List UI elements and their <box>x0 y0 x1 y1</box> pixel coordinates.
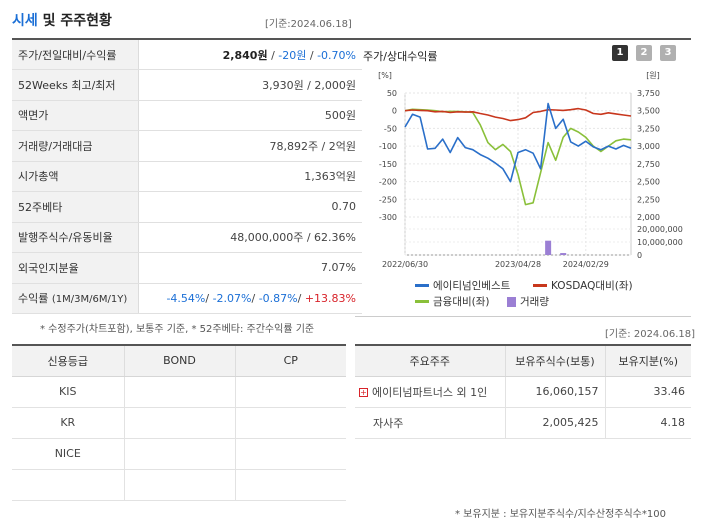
x-tick-label: 2022/06/30 <box>382 260 428 269</box>
table-row: KR <box>12 407 346 439</box>
volume-tick-label: 20,000,000 <box>637 225 683 234</box>
left-tick-label: 0 <box>392 107 397 116</box>
legend-item-price: 에이티넘인베스트 <box>415 278 510 293</box>
series-line-s1 <box>404 102 632 183</box>
table-row: KIS <box>12 376 346 408</box>
left-unit: [%] <box>378 71 392 80</box>
expand-icon[interactable]: + <box>359 388 368 397</box>
right-tick-label: 3,500 <box>637 107 660 116</box>
chart-page-3-button[interactable]: 3 <box>660 45 676 61</box>
chart-page-1-button[interactable]: 1 <box>612 45 628 61</box>
row-beta: 52주베타 0.70 <box>12 191 362 223</box>
left-tick-label: -150 <box>379 160 397 169</box>
volume-tick-label: 10,000,000 <box>637 238 683 247</box>
table-row: 자사주 2,005,425 4.18 <box>355 407 691 439</box>
row-volume: 거래량/거래대금 78,892주 / 2억원 <box>12 130 362 162</box>
chart-title: 주가/상대수익률 <box>363 50 438 63</box>
left-tick-label: -50 <box>384 124 397 133</box>
left-tick-label: -300 <box>379 213 397 222</box>
left-tick-label: -250 <box>379 195 397 204</box>
right-unit: [원] <box>646 71 660 80</box>
row-par: 액면가 500원 <box>12 100 362 131</box>
right-tick-label: 2,250 <box>637 195 660 204</box>
holders-table: 주요주주 보유주식수(보통) 보유지분(%) + 에이티넘파트너스 외 1인 16… <box>355 344 691 439</box>
x-tick-label: 2023/04/28 <box>495 260 541 269</box>
row-marketcap: 시가총액 1,363억원 <box>12 161 362 192</box>
base-date: [기준:2024.06.18] <box>265 19 352 30</box>
volume-bar <box>560 253 567 255</box>
right-tick-label: 3,250 <box>637 124 660 133</box>
chart-page-2-button[interactable]: 2 <box>636 45 652 61</box>
row-shares: 발행주식수/유동비율 48,000,000주 / 62.36% <box>12 222 362 253</box>
right-tick-label: 3,000 <box>637 142 660 151</box>
right-tick-label: 2,750 <box>637 160 660 169</box>
section-title: 시세 및 주주현황 <box>12 13 112 29</box>
left-tick-label: -200 <box>379 178 397 187</box>
left-tick-label: -100 <box>379 142 397 151</box>
right-tick-label: 2,000 <box>637 213 660 222</box>
table-row <box>12 469 346 501</box>
holders-note: * 보유지분 : 보유지분주식수/지수산정주식수*100 <box>455 509 666 520</box>
volume-tick-label: 0 <box>637 251 642 260</box>
row-52week: 52Weeks 최고/최저 3,930원 / 2,000원 <box>12 69 362 101</box>
quote-table: 주가/전일대비/수익률 2,840원 / -20원 / -0.70% 52Wee… <box>12 38 362 314</box>
row-foreign: 외국인지분율 7.07% <box>12 252 362 284</box>
legend-item-volume: 거래량 <box>507 294 549 309</box>
row-price: 주가/전일대비/수익률 2,840원 / -20원 / -0.70% <box>12 39 362 70</box>
x-tick-label: 2024/02/29 <box>563 260 609 269</box>
row-returns: 수익률 (1M/3M/6M/1Y) -4.54%/ -2.07%/ -0.87%… <box>12 283 362 314</box>
holders-date: [기준: 2024.06.18] <box>605 329 696 340</box>
price-chart: [%] [원] 50 0 -50 -100 -150 -200 -250 -300 3,750… <box>378 71 683 269</box>
table-row: NICE <box>12 438 346 470</box>
series-line-s2 <box>404 107 632 122</box>
holder-name: 에이티넘파트너스 외 1인 <box>372 385 488 399</box>
legend-item-finance: 금융대비(좌) <box>415 294 490 309</box>
chart-panel: 주가/상대수익률 1 2 3 [%] [원] 50 0 -50 -100 -150 -20… <box>355 38 691 317</box>
right-tick-label: 3,750 <box>637 89 660 98</box>
credit-table: 신용등급 BOND CP KIS KR NICE <box>12 344 346 501</box>
volume-bar <box>545 240 552 255</box>
table-row: + 에이티넘파트너스 외 1인 16,060,157 33.46 <box>355 376 691 408</box>
quote-note: * 수정주가(차트포함), 보통주 기준, * 52주베타: 주간수익률 기준 <box>40 324 315 335</box>
legend-item-kosdaq: KOSDAQ대비(좌) <box>533 278 633 293</box>
left-tick-label: 50 <box>387 89 397 98</box>
right-tick-label: 2,500 <box>637 178 660 187</box>
